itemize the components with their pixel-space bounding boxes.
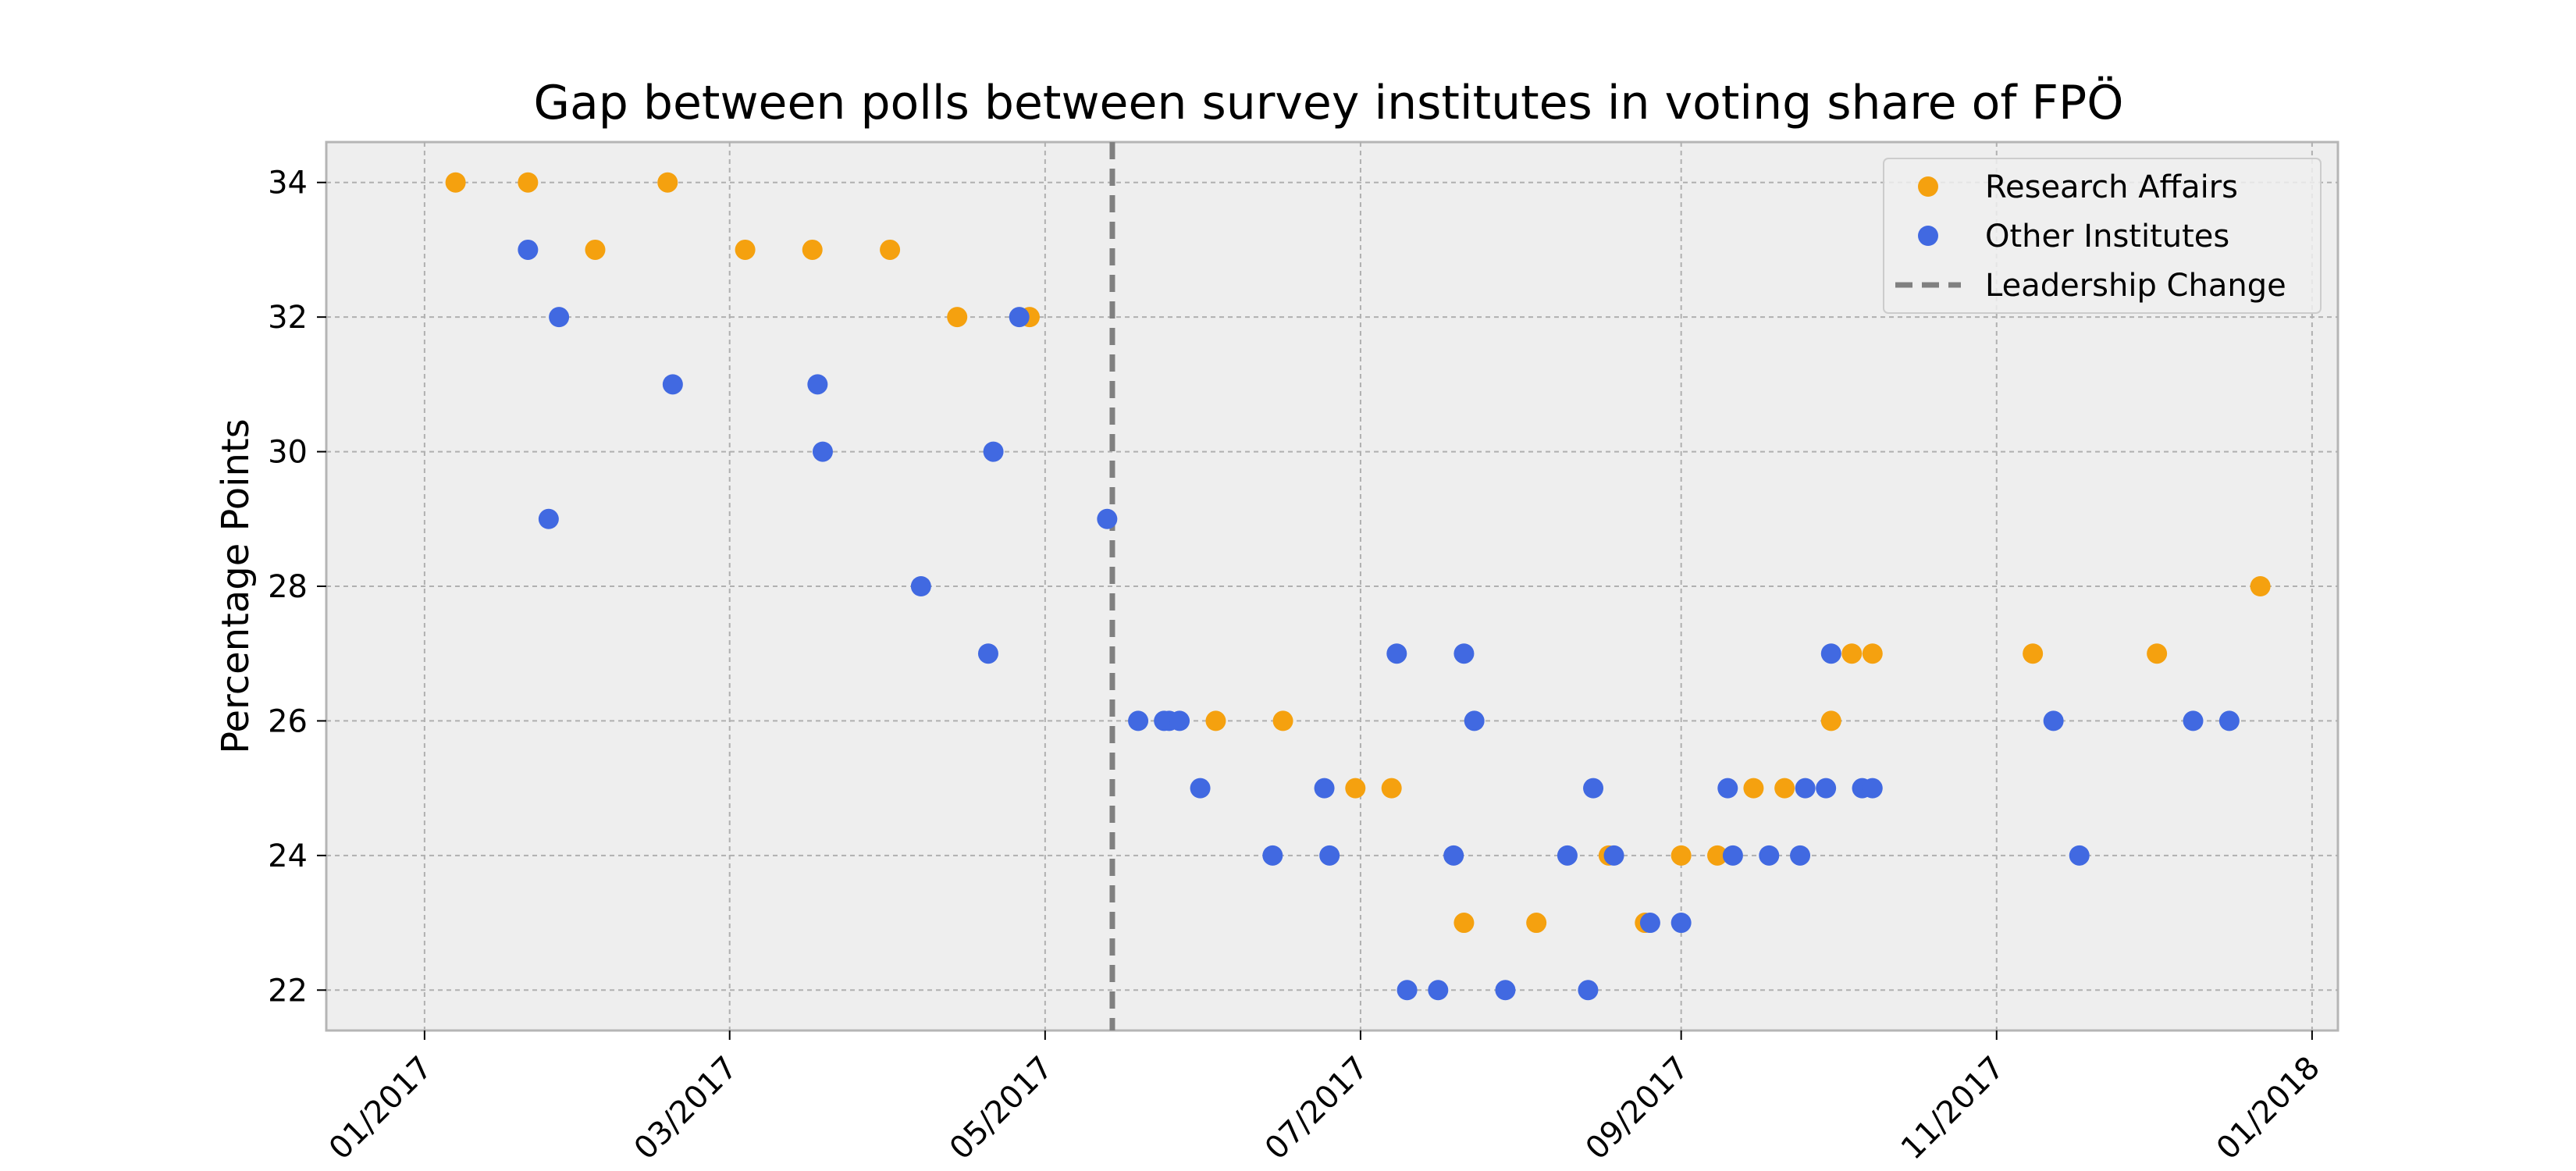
point-research-affairs <box>585 239 606 260</box>
x-tick-label: 03/2017 <box>628 1050 745 1167</box>
y-tick-label: 30 <box>268 435 308 471</box>
point-other-institutes <box>1428 980 1449 1001</box>
y-tick-label: 28 <box>268 569 308 605</box>
point-other-institutes <box>662 374 683 395</box>
point-other-institutes <box>1583 778 1604 799</box>
point-research-affairs <box>1743 778 1764 799</box>
point-other-institutes <box>1464 710 1485 731</box>
legend-marker-research-affairs <box>1918 176 1938 197</box>
point-other-institutes <box>1820 643 1841 664</box>
point-other-institutes <box>1603 845 1624 866</box>
y-tick-label: 34 <box>268 166 308 201</box>
point-other-institutes <box>538 508 559 529</box>
point-other-institutes <box>1578 980 1599 1001</box>
point-research-affairs <box>1205 710 1226 731</box>
point-other-institutes <box>977 643 998 664</box>
data-points <box>445 172 2271 1001</box>
point-other-institutes <box>1495 980 1516 1001</box>
point-other-institutes <box>1759 845 1780 866</box>
point-other-institutes <box>1453 643 1475 664</box>
legend: Research Affairs Other Institutes Leader… <box>1883 158 2322 314</box>
y-axis-label: Percentage Points <box>214 418 258 753</box>
point-other-institutes <box>983 441 1004 462</box>
point-other-institutes <box>812 441 833 462</box>
point-other-institutes <box>1009 307 1030 328</box>
x-tick-label: 01/2017 <box>322 1050 439 1167</box>
y-tick-label: 22 <box>268 973 308 1009</box>
point-research-affairs <box>880 239 901 260</box>
legend-label-research-affairs: Research Affairs <box>1985 169 2238 205</box>
point-other-institutes <box>518 239 539 260</box>
point-other-institutes <box>1397 980 1418 1001</box>
legend-label-other-institutes: Other Institutes <box>1985 219 2229 254</box>
point-other-institutes <box>1717 778 1738 799</box>
point-research-affairs <box>1453 913 1475 934</box>
point-research-affairs <box>947 307 968 328</box>
x-tick-label: 11/2017 <box>1895 1050 2012 1167</box>
point-other-institutes <box>1262 845 1283 866</box>
point-research-affairs <box>1670 845 1692 866</box>
point-research-affairs <box>2023 643 2044 664</box>
point-other-institutes <box>2069 845 2090 866</box>
point-research-affairs <box>1820 710 1841 731</box>
point-research-affairs <box>1774 778 1795 799</box>
point-research-affairs <box>1707 845 1728 866</box>
point-research-affairs <box>1381 778 1402 799</box>
point-other-institutes <box>1639 913 1660 934</box>
point-research-affairs <box>735 239 756 260</box>
point-other-institutes <box>1722 845 1743 866</box>
x-tick-label: 01/2018 <box>2210 1050 2327 1167</box>
point-other-institutes <box>1862 778 1883 799</box>
point-other-institutes <box>1319 845 1340 866</box>
point-other-institutes <box>2218 710 2240 731</box>
y-tick-label: 32 <box>268 300 308 336</box>
point-other-institutes <box>1790 845 1811 866</box>
point-research-affairs <box>657 172 678 193</box>
point-other-institutes <box>1670 913 1692 934</box>
point-other-institutes <box>1190 778 1211 799</box>
point-research-affairs <box>2147 643 2168 664</box>
x-axis-ticks: 01/2017 03/2017 05/2017 07/2017 09/2017 11/20… <box>322 1030 2327 1167</box>
point-research-affairs <box>1345 778 1366 799</box>
chart-title: Gap between polls between survey institu… <box>534 75 2124 130</box>
point-other-institutes <box>910 576 931 596</box>
point-other-institutes <box>2183 710 2204 731</box>
point-other-institutes <box>2043 710 2064 731</box>
point-other-institutes <box>1795 778 1816 799</box>
point-research-affairs <box>1272 710 1293 731</box>
point-other-institutes <box>1314 778 1335 799</box>
point-other-institutes <box>1097 508 1118 529</box>
point-other-institutes <box>1128 710 1149 731</box>
legend-marker-other-institutes <box>1918 226 1938 246</box>
point-other-institutes <box>549 307 570 328</box>
point-other-institutes <box>807 374 828 395</box>
point-research-affairs <box>1862 643 1883 664</box>
x-tick-label: 07/2017 <box>1258 1050 1375 1167</box>
point-other-institutes <box>1557 845 1578 866</box>
legend-label-leadership-change: Leadership Change <box>1985 268 2286 304</box>
legend-box <box>1883 158 2322 314</box>
y-axis-ticks: 22 24 26 28 30 32 34 <box>268 166 326 1009</box>
point-other-institutes <box>1816 778 1837 799</box>
y-tick-label: 24 <box>268 838 308 874</box>
point-research-affairs <box>2250 576 2271 596</box>
point-research-affairs <box>518 172 539 193</box>
x-tick-label: 05/2017 <box>943 1050 1060 1167</box>
point-research-affairs <box>1526 913 1547 934</box>
point-research-affairs <box>445 172 466 193</box>
y-tick-label: 26 <box>268 703 308 739</box>
point-research-affairs <box>1841 643 1863 664</box>
point-other-institutes <box>1386 643 1407 664</box>
x-tick-label: 09/2017 <box>1579 1050 1696 1167</box>
point-other-institutes <box>1443 845 1464 866</box>
point-other-institutes <box>1169 710 1190 731</box>
point-research-affairs <box>802 239 823 260</box>
